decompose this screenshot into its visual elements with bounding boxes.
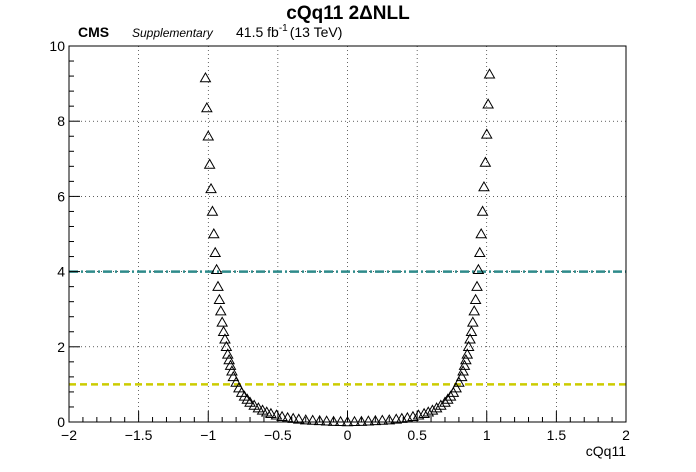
data-point [465, 325, 478, 337]
data-point [441, 393, 454, 404]
data-point [483, 68, 496, 79]
data-point [453, 376, 465, 387]
data-point [320, 415, 333, 426]
data-point [444, 390, 457, 401]
y-tick-label: 6 [57, 188, 65, 204]
y-axis-ticks: 0 2 4 6 8 10 [49, 38, 80, 430]
data-point [220, 340, 233, 352]
luminosity-value: 41.5 fb [236, 24, 279, 40]
data-point [205, 182, 217, 194]
data-point [473, 246, 486, 258]
x-tick-label: −1 [200, 427, 216, 443]
x-tick-label: −2 [61, 427, 77, 443]
x-tick-label: 2 [622, 427, 630, 443]
y-tick-label: 8 [57, 113, 65, 129]
x-tick-label: 0.5 [407, 427, 427, 443]
data-point [457, 365, 469, 376]
data-point [418, 407, 430, 418]
y-tick-label: 2 [57, 339, 65, 355]
data-point [482, 98, 495, 109]
data-point [199, 71, 212, 83]
data-point [480, 128, 493, 139]
data-point [450, 382, 462, 393]
data-point [461, 348, 474, 359]
data-point [292, 413, 305, 424]
y-tick-label: 4 [57, 264, 65, 280]
data-point [276, 410, 288, 421]
supplementary-label: Supplementary [132, 26, 214, 40]
data-point [362, 415, 375, 426]
data-point [270, 409, 283, 420]
grid [69, 46, 626, 422]
data-point [478, 180, 490, 192]
data-point [248, 399, 261, 410]
data-point [217, 325, 230, 337]
experiment-label: CMS [78, 24, 109, 40]
x-tick-label: 1.5 [547, 427, 567, 443]
data-point [212, 280, 224, 291]
luminosity-label: 41.5 fb-1 (13 TeV) [236, 23, 342, 40]
data-point [327, 415, 340, 426]
data-point [207, 227, 220, 239]
data-point [227, 370, 240, 382]
data-point [265, 407, 277, 418]
data-point [434, 399, 447, 410]
y-tick-label: 10 [49, 38, 65, 54]
data-point [348, 415, 361, 427]
data-point [213, 293, 226, 305]
data-point [430, 402, 443, 413]
data-point [439, 396, 451, 407]
data-point [458, 359, 471, 370]
data-point [376, 414, 389, 425]
data-point [476, 205, 489, 216]
data-point [216, 316, 229, 327]
x-tick-label: −1.5 [125, 427, 153, 443]
data-point [369, 414, 382, 426]
data-point [306, 414, 319, 425]
data-point [383, 414, 396, 425]
data-point [426, 404, 439, 415]
data-point [464, 333, 476, 344]
data-point [219, 333, 231, 344]
data-point [479, 156, 492, 167]
data-point [471, 280, 483, 291]
data-points [199, 68, 496, 427]
data-point [341, 415, 354, 427]
data-point [210, 263, 223, 274]
data-point [299, 414, 312, 425]
data-point [202, 130, 215, 141]
data-point [468, 305, 481, 316]
data-point [230, 376, 242, 387]
data-point [472, 263, 485, 274]
reference-lines [69, 270, 626, 386]
data-point [200, 102, 213, 113]
data-point [214, 305, 227, 316]
x-tick-label: 0 [344, 427, 352, 443]
data-point [469, 293, 482, 305]
data-point [466, 316, 479, 327]
x-axis-ticks: −2 −1.5 −1 −0.5 0 0.5 1 1.5 2 [61, 411, 630, 443]
x-tick-label: −0.5 [264, 427, 292, 443]
luminosity-exponent: -1 [279, 23, 288, 34]
data-point [206, 205, 219, 216]
energy-label: (13 TeV) [290, 24, 343, 40]
data-point [209, 246, 222, 258]
x-axis-label: cQq11 [586, 443, 626, 459]
data-point [203, 158, 216, 169]
data-point [460, 353, 472, 365]
x-tick-label: 1 [483, 427, 491, 443]
data-point [334, 415, 347, 427]
chart-title: cQq11 2ΔNLL [286, 3, 410, 24]
y-tick-label: 0 [57, 414, 65, 430]
data-point [313, 414, 326, 426]
data-point [244, 396, 256, 407]
data-point [355, 415, 368, 426]
data-point [475, 227, 488, 239]
data-point [462, 340, 475, 352]
data-point [422, 406, 435, 417]
data-point [455, 370, 468, 382]
